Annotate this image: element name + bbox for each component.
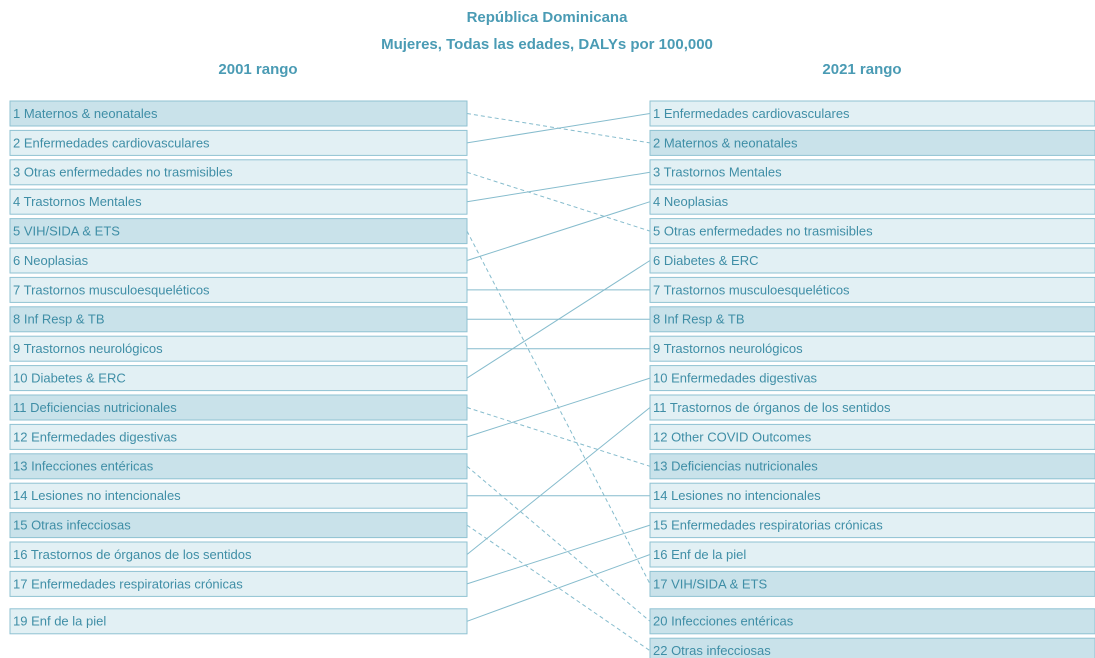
rank-label: 2 Enfermedades cardiovasculares — [13, 135, 210, 150]
rank-connector — [466, 407, 651, 467]
rank-connector — [466, 171, 651, 232]
rank-label: 9 Trastornos neurológicos — [653, 341, 803, 356]
rank-box — [9, 335, 468, 362]
rank-label: 9 Trastornos neurológicos — [13, 341, 163, 356]
rank-label: 12 Other COVID Outcomes — [653, 429, 812, 444]
rank-connector — [466, 465, 651, 622]
rank-label: 2 Maternos & neonatales — [653, 135, 798, 150]
rank-box — [9, 570, 468, 597]
rank-label: 5 VIH/SIDA & ETS — [13, 224, 120, 239]
rank-box — [649, 100, 1095, 127]
rank-label: 11 Trastornos de órganos de los sentidos — [653, 400, 891, 415]
rank-label: 13 Deficiencias nutricionales — [653, 459, 818, 474]
right-heading: 2021 rango — [822, 61, 901, 78]
rank-box — [9, 218, 468, 245]
rank-label: 15 Otras infecciosas — [13, 518, 131, 533]
rank-label: 14 Lesiones no intencionales — [653, 488, 821, 503]
rank-label: 7 Trastornos musculoesqueléticos — [653, 282, 850, 297]
rank-label: 12 Enfermedades digestivas — [13, 429, 178, 444]
rank-box — [649, 570, 1095, 597]
rank-label: 8 Inf Resp & TB — [653, 312, 745, 327]
rank-label: 5 Otras enfermedades no trasmisibles — [653, 224, 873, 239]
rank-label: 11 Deficiencias nutricionales — [13, 400, 177, 415]
rank-label: 1 Enfermedades cardiovasculares — [653, 106, 850, 121]
rank-label: 16 Trastornos de órganos de los sentidos — [13, 547, 252, 562]
rank-box — [9, 453, 468, 480]
rank-label: 4 Neoplasias — [653, 194, 729, 209]
rank-label: 19 Enf de la piel — [13, 614, 106, 629]
title: República Dominicana — [467, 9, 629, 26]
rank-box — [649, 129, 1095, 156]
rank-label: 10 Enfermedades digestivas — [653, 371, 818, 386]
rank-box — [649, 365, 1095, 392]
rank-box — [649, 637, 1095, 658]
rank-connector — [466, 377, 651, 438]
rank-box — [9, 159, 468, 186]
subtitle: Mujeres, Todas las edades, DALYs por 100… — [381, 36, 713, 53]
rank-box — [649, 608, 1095, 635]
rank-box — [9, 129, 468, 156]
rank-box — [649, 247, 1095, 274]
rank-box — [649, 159, 1095, 186]
rank-connector — [466, 524, 651, 585]
rank-label: 3 Otras enfermedades no trasmisibles — [13, 165, 233, 180]
rank-box — [9, 541, 468, 568]
rank-label: 17 VIH/SIDA & ETS — [653, 576, 767, 591]
rank-label: 20 Infecciones entéricas — [653, 614, 794, 629]
rank-label: 17 Enfermedades respiratorias crónicas — [13, 576, 243, 591]
rank-connector — [466, 260, 651, 379]
rank-label: 8 Inf Resp & TB — [13, 312, 105, 327]
rank-connector — [466, 524, 651, 652]
rank-box — [9, 247, 468, 274]
rank-connector — [466, 201, 651, 261]
rank-connector — [466, 407, 651, 555]
rank-label: 4 Trastornos Mentales — [13, 194, 142, 209]
rank-connector — [466, 113, 651, 144]
rank-label: 22 Otras infecciosas — [653, 643, 771, 658]
rank-box — [9, 100, 468, 127]
rank-box — [9, 188, 468, 215]
rank-label: 10 Diabetes & ERC — [13, 371, 126, 386]
rank-label: 3 Trastornos Mentales — [653, 165, 782, 180]
rank-box — [649, 188, 1095, 215]
rank-box — [649, 394, 1095, 421]
left-heading: 2001 rango — [218, 61, 297, 78]
rank-box — [649, 512, 1095, 539]
rank-box — [9, 423, 468, 450]
rank-label: 6 Diabetes & ERC — [653, 253, 759, 268]
rank-label: 15 Enfermedades respiratorias crónicas — [653, 518, 883, 533]
rank-connector — [466, 171, 651, 203]
rank-label: 13 Infecciones entéricas — [13, 459, 154, 474]
rank-box — [649, 541, 1095, 568]
rank-box — [9, 394, 468, 421]
rank-label: 1 Maternos & neonatales — [13, 106, 158, 121]
rank-label: 16 Enf de la piel — [653, 547, 746, 562]
rank-box — [649, 453, 1095, 480]
rank-label: 6 Neoplasias — [13, 253, 89, 268]
rank-box — [9, 482, 468, 509]
rank-box — [9, 365, 468, 392]
rank-connector — [466, 554, 651, 622]
rank-label: 14 Lesiones no intencionales — [13, 488, 181, 503]
rank-box — [649, 335, 1095, 362]
rank-box — [9, 608, 468, 635]
rank-box — [9, 306, 468, 333]
rank-box — [649, 276, 1095, 303]
rank-box — [9, 276, 468, 303]
rank-box — [649, 423, 1095, 450]
rank-box — [649, 306, 1095, 333]
rank-box — [9, 512, 468, 539]
rank-box — [649, 482, 1095, 509]
rank-box — [649, 218, 1095, 245]
connectors — [466, 113, 651, 652]
rank-label: 7 Trastornos musculoesqueléticos — [13, 282, 210, 297]
